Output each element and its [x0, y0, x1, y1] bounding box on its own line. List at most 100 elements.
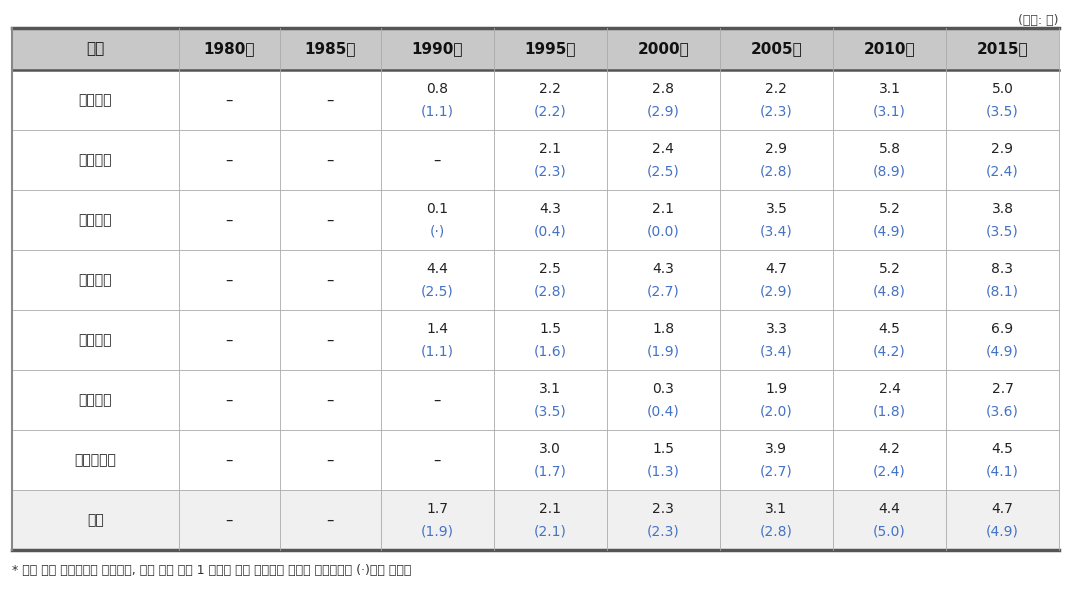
Bar — [280, 490, 381, 550]
Text: (1.6): (1.6) — [533, 345, 567, 359]
Bar — [494, 370, 607, 430]
Text: (2.3): (2.3) — [760, 104, 793, 118]
Bar — [381, 430, 494, 490]
Text: (2.3): (2.3) — [534, 165, 567, 178]
Bar — [833, 370, 946, 430]
Bar — [720, 310, 833, 370]
Bar — [381, 28, 494, 70]
Bar — [720, 70, 833, 130]
Text: (2.9): (2.9) — [760, 284, 793, 298]
Text: 6.9: 6.9 — [992, 321, 1013, 336]
Bar — [946, 190, 1059, 250]
Text: 인문계열: 인문계열 — [78, 93, 112, 107]
Text: (0.4): (0.4) — [647, 404, 680, 418]
Bar — [179, 28, 280, 70]
Text: 1.4: 1.4 — [426, 321, 449, 336]
Text: –: – — [226, 273, 232, 287]
Bar — [494, 28, 607, 70]
Text: 4.4: 4.4 — [878, 501, 901, 515]
Text: 4.7: 4.7 — [992, 501, 1013, 515]
Text: –: – — [327, 212, 334, 228]
Text: 4.5: 4.5 — [878, 321, 901, 336]
Text: 5.2: 5.2 — [878, 201, 901, 215]
Bar — [607, 190, 720, 250]
Text: (3.5): (3.5) — [986, 104, 1019, 118]
Text: (1.1): (1.1) — [421, 104, 454, 118]
Text: 2005년: 2005년 — [751, 41, 802, 57]
Text: –: – — [226, 453, 232, 467]
Bar — [946, 28, 1059, 70]
Bar — [833, 310, 946, 370]
Text: 2010년: 2010년 — [863, 41, 916, 57]
Bar — [946, 490, 1059, 550]
Text: 3.9: 3.9 — [766, 442, 787, 456]
Text: (2.2): (2.2) — [534, 104, 567, 118]
Text: –: – — [434, 453, 441, 467]
Bar — [381, 130, 494, 190]
Text: –: – — [226, 392, 232, 407]
Text: 2.3: 2.3 — [652, 501, 675, 515]
Text: (2.8): (2.8) — [760, 525, 793, 539]
Bar — [946, 130, 1059, 190]
Text: 1995년: 1995년 — [525, 41, 576, 57]
Text: 공학계열: 공학계열 — [78, 333, 112, 347]
Text: (4.9): (4.9) — [986, 525, 1019, 539]
Text: –: – — [226, 93, 232, 107]
Bar — [280, 430, 381, 490]
Bar — [607, 370, 720, 430]
Bar — [179, 490, 280, 550]
Text: 의약계열: 의약계열 — [78, 393, 112, 407]
Text: 2.8: 2.8 — [652, 82, 675, 96]
Text: 1990년: 1990년 — [411, 41, 463, 57]
Bar — [833, 430, 946, 490]
Bar — [607, 70, 720, 130]
Text: –: – — [327, 392, 334, 407]
Text: 3.0: 3.0 — [540, 442, 561, 456]
Bar — [12, 490, 179, 550]
Bar — [720, 430, 833, 490]
Bar — [381, 70, 494, 130]
Bar — [280, 190, 381, 250]
Bar — [494, 430, 607, 490]
Text: –: – — [226, 332, 232, 348]
Bar — [607, 430, 720, 490]
Bar — [12, 370, 179, 430]
Text: (단위: 년): (단위: 년) — [1019, 14, 1059, 27]
Text: (2.8): (2.8) — [760, 165, 793, 178]
Text: –: – — [327, 453, 334, 467]
Text: 2.9: 2.9 — [766, 142, 787, 156]
Text: 3.3: 3.3 — [766, 321, 787, 336]
Text: (1.7): (1.7) — [534, 464, 567, 478]
Text: 2.2: 2.2 — [540, 82, 561, 96]
Bar — [494, 130, 607, 190]
Bar — [381, 310, 494, 370]
Text: (8.9): (8.9) — [873, 165, 906, 178]
Bar — [12, 250, 179, 310]
Text: (2.9): (2.9) — [647, 104, 680, 118]
Bar — [494, 70, 607, 130]
Bar — [833, 490, 946, 550]
Bar — [12, 130, 179, 190]
Text: 3.5: 3.5 — [766, 201, 787, 215]
Bar — [833, 28, 946, 70]
Text: 4.5: 4.5 — [992, 442, 1013, 456]
Text: (1.8): (1.8) — [873, 404, 906, 418]
Text: 1.9: 1.9 — [766, 382, 787, 396]
Bar — [494, 190, 607, 250]
Bar — [381, 250, 494, 310]
Bar — [607, 28, 720, 70]
Bar — [833, 190, 946, 250]
Text: (2.4): (2.4) — [873, 464, 906, 478]
Text: (1.9): (1.9) — [421, 525, 454, 539]
Bar — [946, 430, 1059, 490]
Bar — [833, 70, 946, 130]
Text: (4.2): (4.2) — [873, 345, 906, 359]
Text: 0.1: 0.1 — [426, 201, 449, 215]
Text: 3.1: 3.1 — [878, 82, 901, 96]
Text: 3.1: 3.1 — [540, 382, 561, 396]
Text: (2.1): (2.1) — [534, 525, 567, 539]
Text: (0.0): (0.0) — [647, 224, 680, 239]
Text: –: – — [327, 273, 334, 287]
Text: (2.5): (2.5) — [647, 165, 680, 178]
Bar — [179, 250, 280, 310]
